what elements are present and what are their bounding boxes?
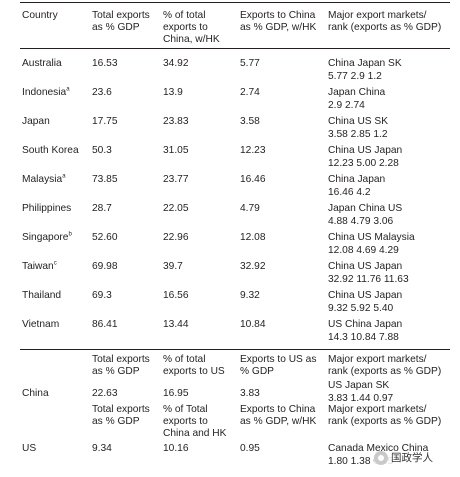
total-exports-value: 28.7 xyxy=(92,203,112,214)
markets-names: US China Japan xyxy=(328,319,403,330)
markets-names: China US SK xyxy=(328,116,389,127)
share-value: 16.95 xyxy=(163,388,189,399)
markets-values: 9.32 5.92 5.40 xyxy=(328,303,394,314)
markets-values: 2.9 2.74 xyxy=(328,100,365,111)
total-exports-value: 69.3 xyxy=(92,290,112,301)
pct-gdp-value: 16.46 xyxy=(240,174,266,185)
markets-values: 12.08 4.69 4.29 xyxy=(328,245,399,256)
country-name: Japan xyxy=(22,116,50,127)
total-exports-value: 73.85 xyxy=(92,174,118,185)
country-name: US xyxy=(22,443,37,454)
markets-values: 12.23 5.00 2.28 xyxy=(328,158,399,169)
col-header-exports-to-us-gdp: Exports to US as % GDP xyxy=(240,354,317,378)
country-name: Australia xyxy=(22,58,62,69)
share-value: 10.16 xyxy=(163,443,189,454)
header-rule xyxy=(20,48,450,49)
total-exports-value: 23.6 xyxy=(92,87,112,98)
country-name: Indonesiaa xyxy=(22,86,70,98)
col-header-total-exports: Total exports as % GDP xyxy=(92,10,150,34)
share-value: 13.44 xyxy=(163,319,189,330)
pct-gdp-value: 4.79 xyxy=(240,203,260,214)
markets-names: Japan China US xyxy=(328,203,403,214)
markets-names: China Japan SK xyxy=(328,58,402,69)
footnote-marker: b xyxy=(68,231,72,238)
markets-names: China US Japan xyxy=(328,145,403,156)
markets-names: China Japan xyxy=(328,174,386,185)
markets-values: 32.92 11.76 11.63 xyxy=(328,274,409,285)
country-name: Thailand xyxy=(22,290,62,301)
col-header-exports-to-china-gdp: Exports to China as % GDP, w/HK xyxy=(240,10,317,34)
pct-gdp-value: 3.58 xyxy=(240,116,260,127)
wechat-logo-icon xyxy=(374,451,388,465)
markets-names: China US Japan xyxy=(328,290,403,301)
share-value: 13.9 xyxy=(163,87,183,98)
pct-gdp-value: 3.83 xyxy=(240,388,260,399)
country-name: Taiwanc xyxy=(22,260,57,272)
pct-gdp-value: 9.32 xyxy=(240,290,260,301)
share-value: 22.96 xyxy=(163,232,189,243)
table-top-rule xyxy=(20,2,450,3)
total-exports-value: 16.53 xyxy=(92,58,118,69)
watermark-text: 国政学人 xyxy=(391,451,433,464)
share-value: 31.05 xyxy=(163,145,189,156)
markets-names: China US Japan xyxy=(328,261,403,272)
share-value: 22.05 xyxy=(163,203,189,214)
col-header-total-exports: Total exports as % GDP xyxy=(92,354,150,378)
markets-values: 3.58 2.85 1.2 xyxy=(328,129,388,140)
country-name: Philippines xyxy=(22,203,72,214)
pct-gdp-value: 12.23 xyxy=(240,145,266,156)
country-name: China xyxy=(22,388,49,399)
watermark: 国政学人 xyxy=(374,451,433,465)
col-header-major-markets: Major export markets/ rank (exports as %… xyxy=(328,404,442,428)
markets-names: China US Malaysia xyxy=(328,232,415,243)
col-header-country: Country xyxy=(22,10,58,21)
markets-values: 16.46 4.2 xyxy=(328,187,371,198)
share-value: 34.92 xyxy=(163,58,189,69)
footnote-marker: a xyxy=(66,86,70,93)
total-exports-value: 50.3 xyxy=(92,145,112,156)
share-value: 16.56 xyxy=(163,290,189,301)
total-exports-value: 86.41 xyxy=(92,319,118,330)
markets-values: 3.83 1.44 0.97 xyxy=(328,393,394,404)
pct-gdp-value: 0.95 xyxy=(240,443,260,454)
col-header-major-markets: Major export markets/ rank (exports as %… xyxy=(328,354,442,378)
country-name: South Korea xyxy=(22,145,79,156)
markets-values: 1.80 1.38 0.95 xyxy=(328,456,394,467)
markets-names: Japan China xyxy=(328,87,386,98)
markets-names: US Japan SK xyxy=(328,380,390,391)
total-exports-value: 52.60 xyxy=(92,232,118,243)
footnote-marker: c xyxy=(53,260,57,267)
col-header-major-markets: Major export markets/ rank (exports as %… xyxy=(328,10,442,34)
markets-values: 14.3 10.84 7.88 xyxy=(328,332,399,343)
pct-gdp-value: 32.92 xyxy=(240,261,266,272)
col-header-share-to-us: % of total exports to US xyxy=(163,354,225,378)
pct-gdp-value: 10.84 xyxy=(240,319,266,330)
col-header-exports-to-china-gdp: Exports to China as % GDP, w/HK xyxy=(240,404,317,428)
pct-gdp-value: 5.77 xyxy=(240,58,260,69)
share-value: 23.77 xyxy=(163,174,189,185)
markets-names: Canada Mexico China xyxy=(328,443,429,454)
total-exports-value: 17.75 xyxy=(92,116,118,127)
total-exports-value: 69.98 xyxy=(92,261,118,272)
col-header-share-to-china-hk: % of Total exports to China and HK xyxy=(163,404,227,440)
country-name: Vietnam xyxy=(22,319,60,330)
markets-values: 4.88 4.79 3.06 xyxy=(328,216,394,227)
pct-gdp-value: 12.08 xyxy=(240,232,266,243)
total-exports-value: 9.34 xyxy=(92,443,112,454)
markets-values: 5.77 2.9 1.2 xyxy=(328,71,382,82)
country-name: Singaporeb xyxy=(22,231,72,243)
col-header-total-exports: Total exports as % GDP xyxy=(92,404,150,428)
share-value: 23.83 xyxy=(163,116,189,127)
section-rule-china xyxy=(20,349,450,350)
col-header-share-to-china: % of total exports to China, w/HK xyxy=(163,10,220,46)
share-value: 39.7 xyxy=(163,261,183,272)
pct-gdp-value: 2.74 xyxy=(240,87,260,98)
country-name: Malaysiaa xyxy=(22,173,66,185)
total-exports-value: 22.63 xyxy=(92,388,118,399)
footnote-marker: a xyxy=(62,173,66,180)
